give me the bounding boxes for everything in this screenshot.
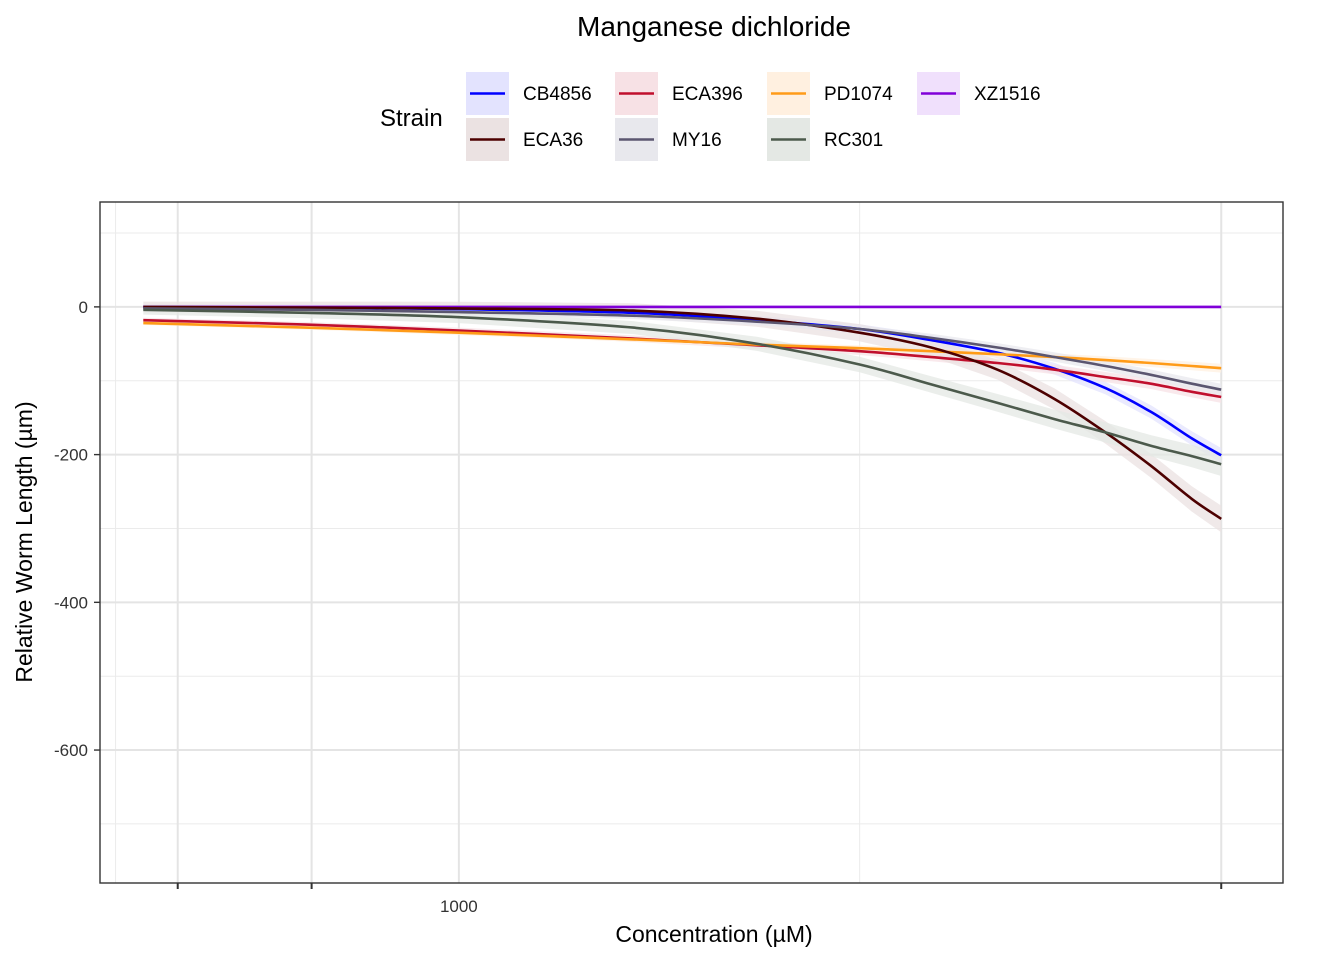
legend-title: Strain — [380, 105, 443, 132]
legend-label-MY16: MY16 — [672, 130, 722, 151]
legend-label-ECA36: ECA36 — [523, 130, 583, 151]
legend-label-ECA396: ECA396 — [672, 84, 743, 105]
x-tick-label: 1000 — [440, 897, 478, 916]
y-tick-label: 0 — [79, 298, 88, 317]
legend-label-XZ1516: XZ1516 — [974, 84, 1041, 105]
x-axis: 1000 — [176, 883, 1223, 916]
legend-label-RC301: RC301 — [824, 130, 883, 151]
y-axis: 0 -200 -400 -600 — [54, 298, 100, 760]
band-ECA396 — [143, 317, 1222, 403]
chart-title: Manganese dichloride — [577, 11, 851, 42]
legend-label-PD1074: PD1074 — [824, 84, 893, 105]
y-tick-label: -600 — [54, 741, 88, 760]
y-tick-label: -400 — [54, 593, 88, 612]
legend: Strain CB4856 ECA396 PD1074 XZ1516 ECA36 MY16… — [380, 72, 1041, 161]
line-RC301 — [143, 308, 1222, 466]
plot-border — [99, 201, 1284, 884]
band-MY16 — [143, 306, 1222, 396]
series-lines — [143, 305, 1222, 520]
line-MY16 — [143, 307, 1222, 391]
line-ECA36 — [143, 305, 1222, 520]
y-axis-label: Relative Worm Length (µm) — [11, 401, 37, 682]
band-RC301 — [143, 305, 1222, 476]
x-axis-label: Concentration (µM) — [615, 921, 812, 947]
y-tick-label: -200 — [54, 446, 88, 465]
legend-label-CB4856: CB4856 — [523, 84, 592, 105]
line-PD1074 — [143, 321, 1222, 370]
line-ECA396 — [143, 318, 1222, 399]
